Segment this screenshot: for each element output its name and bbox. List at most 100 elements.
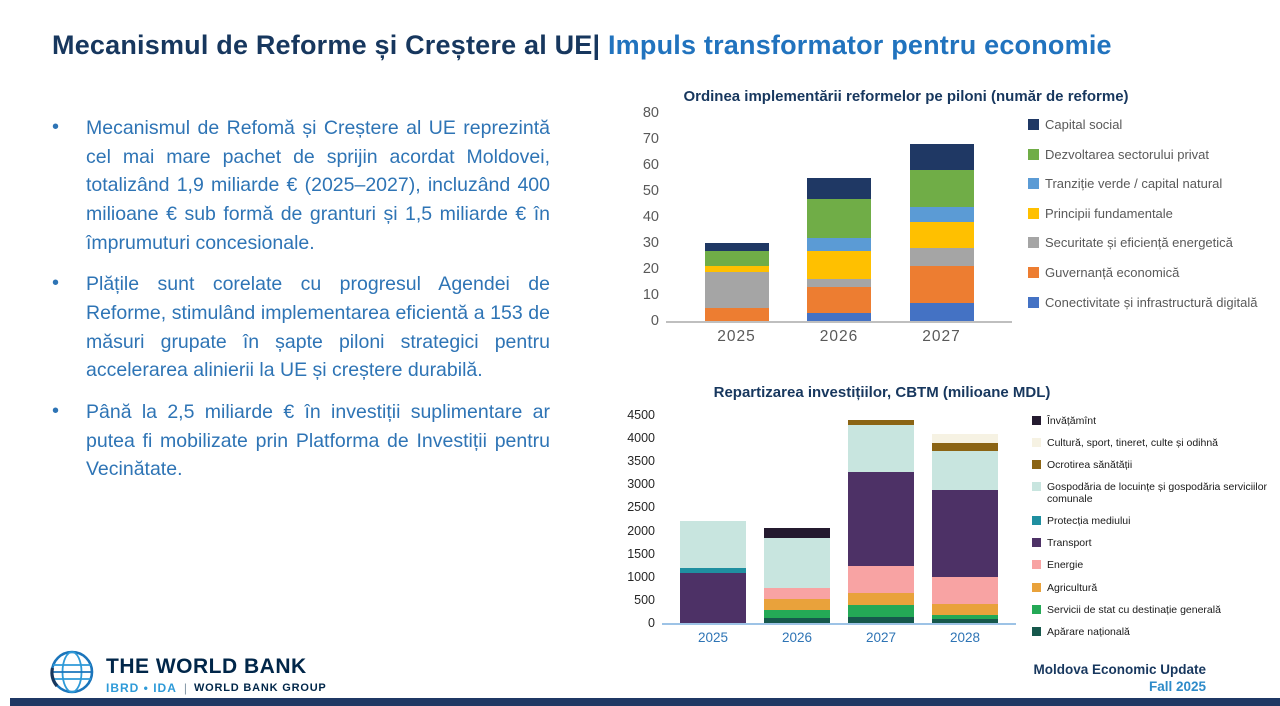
legend-swatch — [1028, 148, 1039, 160]
bar-segment — [807, 287, 871, 314]
bar-segment — [848, 604, 914, 617]
footer-edition: Fall 2025 — [1148, 679, 1206, 694]
bullet-item: • Plățile sunt corelate cu progresul Age… — [52, 270, 550, 385]
legend-item: Principii fundamentale — [1028, 206, 1280, 222]
legend-swatch — [1028, 266, 1039, 278]
legend-swatch — [1032, 538, 1041, 548]
footer: Moldova Economic Update Fall 2025 — [1033, 662, 1206, 694]
stacked-bar — [807, 113, 871, 321]
legend-swatch — [1032, 416, 1041, 425]
legend-label: Tranziție verde / capital natural — [1045, 176, 1223, 192]
legend-item: Energie — [1032, 559, 1280, 571]
legend-swatch — [1032, 438, 1041, 448]
bar-segment — [704, 243, 769, 251]
x-axis-label: 2027 — [865, 630, 897, 645]
legend-swatch — [1032, 482, 1041, 492]
bar-segment — [704, 266, 769, 272]
bullet-list: • Mecanismul de Refomă și Creștere al UE… — [52, 114, 550, 497]
legend-label: Protecția mediului — [1047, 515, 1131, 528]
legend-label: Transport — [1047, 537, 1092, 550]
x-axis-label: 2025 — [697, 630, 729, 645]
bullet-dot: • — [52, 116, 60, 138]
legend-item: Ocrotirea sănătății — [1032, 459, 1280, 471]
bar-segment — [932, 442, 998, 451]
x-axis-label: 2028 — [949, 630, 981, 645]
bar-segment — [909, 144, 974, 171]
legend-item: Agricultură — [1032, 582, 1280, 594]
globe-icon — [48, 648, 96, 701]
legend-label: Energie — [1047, 559, 1084, 572]
legend-item: Învățămînt — [1032, 415, 1280, 427]
page-title: Mecanismul de Reforme și Creștere al UE|… — [52, 30, 1242, 61]
legend-item: Dezvoltarea sectorului privat — [1028, 147, 1280, 163]
stacked-bar — [704, 113, 769, 321]
legend-label: Capital social — [1045, 117, 1123, 132]
bullet-dot: • — [52, 399, 60, 422]
bar-segment — [848, 617, 914, 623]
bar-segment — [680, 568, 746, 574]
bar-segment — [909, 248, 974, 267]
bar-segment — [909, 206, 974, 223]
legend-swatch — [1032, 582, 1041, 592]
bar-segment — [848, 592, 914, 605]
legend-swatch — [1028, 178, 1039, 190]
bar-segment — [932, 619, 998, 623]
legend-item: Gospodăria de locuințe și gospodăria ser… — [1032, 481, 1280, 505]
legend-label: Gospodăria de locuințe și gospodăria ser… — [1047, 481, 1268, 506]
bar-segment — [909, 222, 974, 249]
legend-swatch — [1028, 296, 1039, 308]
bar-segment — [932, 577, 998, 604]
bar-segment — [680, 521, 746, 569]
legend-item: Servicii de stat cu destinație generală — [1032, 604, 1280, 616]
bullet-text: Mecanismul de Refomă și Creștere al UE r… — [86, 117, 550, 254]
chart-title: Ordinea implementării reformelor pe pilo… — [683, 88, 1129, 105]
plot-area — [662, 415, 1016, 625]
logo-group: WORLD BANK GROUP — [194, 681, 327, 694]
legend-swatch — [1028, 207, 1039, 219]
legend-label: Securitate și eficiență energetică — [1045, 235, 1233, 251]
legend-item: Securitate și eficiență energetică — [1028, 235, 1280, 251]
bar-segment — [807, 198, 871, 238]
bar-segment — [764, 527, 830, 539]
bar-segment — [848, 419, 914, 426]
legend-label: Dezvoltarea sectorului privat — [1045, 146, 1210, 162]
bar-segment — [932, 433, 998, 443]
bullet-text: Plățile sunt corelate cu progresul Agend… — [86, 273, 550, 382]
bar-segment — [807, 178, 871, 199]
legend-label: Ocrotirea sănătății — [1047, 459, 1133, 472]
chart-legend: Capital social Dezvoltarea sectorului pri… — [1012, 113, 1280, 346]
legend-swatch — [1032, 604, 1041, 614]
legend-swatch — [1032, 626, 1041, 636]
chart-legend: Învățămînt Cultură, sport, tineret, culte… — [1016, 415, 1280, 648]
legend-item: Transport — [1032, 537, 1280, 549]
logo-ibrd-ida: IBRD • IDA — [106, 680, 177, 695]
bar-segment — [764, 587, 830, 599]
legend-label: Agricultură — [1047, 581, 1098, 594]
stacked-bar — [764, 415, 830, 623]
bullet-dot: • — [52, 272, 60, 295]
bar-segment — [932, 450, 998, 491]
bar-segment — [807, 279, 871, 288]
x-axis: 2025 2026 2027 — [666, 328, 1012, 346]
bar-segment — [909, 266, 974, 303]
legend-label: Guvernanță economică — [1045, 264, 1180, 280]
bar-segment — [704, 271, 769, 308]
reforms-by-pillar-chart: Ordinea implementării reformelor pe pilo… — [626, 88, 1280, 346]
bar-segment — [704, 250, 769, 267]
bar-segment — [848, 425, 914, 473]
legend-item: Tranziție verde / capital natural — [1028, 176, 1280, 192]
plot-area — [666, 113, 1012, 323]
legend-swatch — [1032, 460, 1041, 470]
logo-subtitle: IBRD • IDA | WORLD BANK GROUP — [106, 681, 327, 695]
legend-item: Capital social — [1028, 117, 1280, 133]
legend-swatch — [1028, 237, 1039, 249]
title-primary: Mecanismul de Reforme și Creștere al UE| — [52, 30, 601, 60]
bottom-accent-bar — [10, 698, 1280, 706]
legend-item: Guvernanță economică — [1028, 265, 1280, 281]
bullet-item: • Până la 2,5 miliarde € în investiții s… — [52, 398, 550, 484]
legend-item: Conectivitate și infrastructură digitală — [1028, 295, 1280, 311]
bar-segment — [764, 617, 830, 623]
stacked-bar — [848, 415, 914, 623]
legend-label: Conectivitate și infrastructură digitală — [1045, 294, 1258, 310]
